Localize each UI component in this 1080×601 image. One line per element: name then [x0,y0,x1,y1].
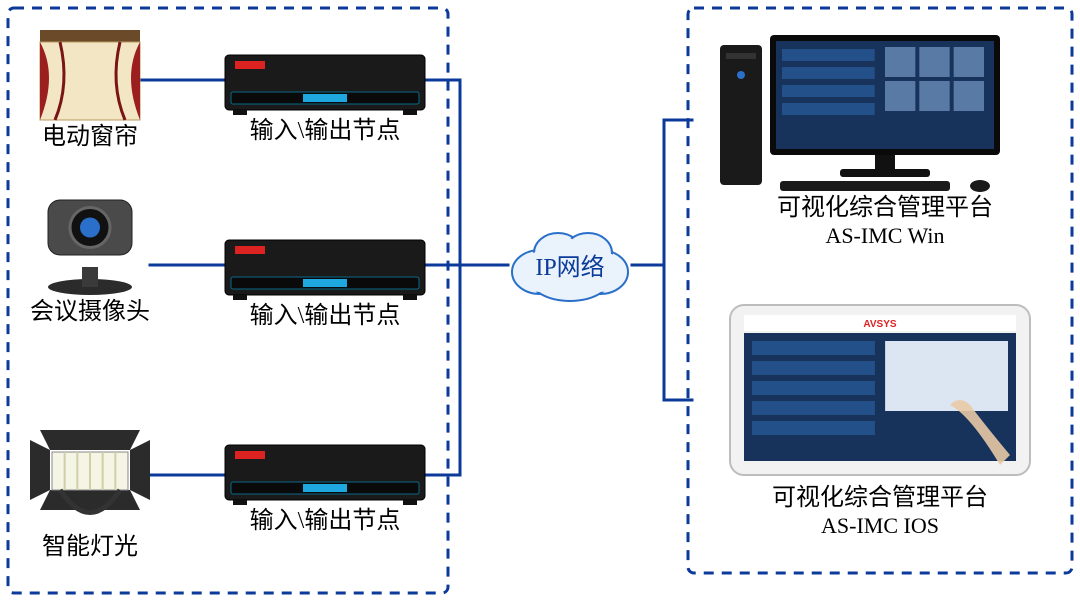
camera-device [48,200,132,295]
io-node-label: 输入\输出节点 [250,302,401,329]
tablet-node: AVSYS [730,305,1030,475]
curtain-device [40,30,140,120]
io-node [225,240,425,300]
curtain-label: 电动窗帘 [42,123,138,150]
io-node [225,55,425,115]
pc-label-cn: 可视化综合管理平台 [777,194,993,221]
tablet-label-en: AS-IMC IOS [821,513,939,538]
camera-label: 会议摄像头 [30,298,150,325]
svg-text:AVSYS: AVSYS [863,319,896,330]
pc-label-en: AS-IMC Win [825,223,944,248]
light-label: 智能灯光 [42,533,138,560]
io-node-label: 输入\输出节点 [250,117,401,144]
ip-network-cloud: IP网络 [512,233,628,301]
io-node [225,445,425,505]
light-device [30,430,150,513]
ip-network-label: IP网络 [535,254,604,281]
pc-node [720,35,1000,192]
io-node-label: 输入\输出节点 [250,507,401,534]
tablet-label-cn: 可视化综合管理平台 [772,484,988,511]
